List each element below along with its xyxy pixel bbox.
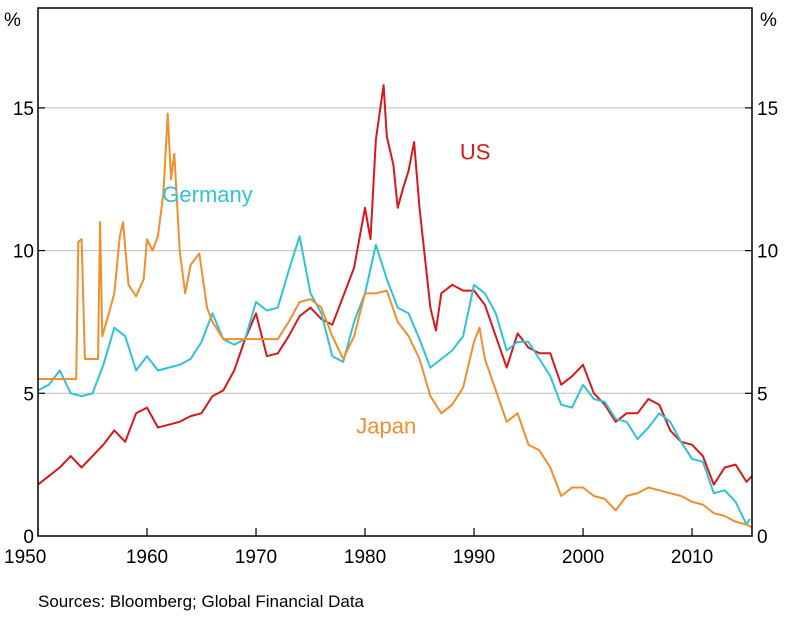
y-tick-label-left-10: 10 bbox=[13, 242, 34, 263]
x-tick-label-1970: 1970 bbox=[235, 547, 277, 568]
series-lines bbox=[37, 84, 753, 529]
series-labels: US Germany Japan bbox=[162, 139, 490, 438]
y-tick-label-right-10: 10 bbox=[757, 242, 778, 263]
axis-ticks bbox=[37, 107, 752, 536]
x-tick-label-1990: 1990 bbox=[453, 547, 495, 568]
x-tick-label-1980: 1980 bbox=[344, 547, 386, 568]
series-line-us bbox=[37, 84, 753, 486]
y-axis-unit-left: % bbox=[4, 10, 21, 31]
series-label-japan: Japan bbox=[356, 413, 416, 438]
x-tick-label-1960: 1960 bbox=[126, 547, 168, 568]
series-label-germany: Germany bbox=[162, 182, 252, 207]
gridlines bbox=[38, 107, 752, 394]
y-tick-label-right-0: 0 bbox=[757, 527, 768, 548]
y-axis-unit-right: % bbox=[760, 10, 777, 31]
plot-frame bbox=[37, 7, 753, 537]
y-tick-label-left-0: 0 bbox=[23, 527, 34, 548]
x-tick-label-2000: 2000 bbox=[562, 547, 604, 568]
y-tick-label-left-5: 5 bbox=[23, 384, 34, 405]
series-label-us: US bbox=[460, 139, 491, 164]
series-line-japan bbox=[38, 112, 753, 529]
y-tick-label-left-15: 15 bbox=[13, 99, 34, 120]
source-note: Sources: Bloomberg; Global Financial Dat… bbox=[38, 592, 364, 611]
axis-labels: 1950 1960 1970 1980 1990 2000 2010 0 0 5 5 10 10 15 15… bbox=[4, 10, 778, 568]
series-line-germany bbox=[37, 235, 751, 526]
x-tick-label-2010: 2010 bbox=[671, 547, 713, 568]
x-tick-label-1950: 1950 bbox=[4, 547, 46, 568]
y-tick-label-right-15: 15 bbox=[757, 99, 778, 120]
y-tick-label-right-5: 5 bbox=[757, 384, 768, 405]
